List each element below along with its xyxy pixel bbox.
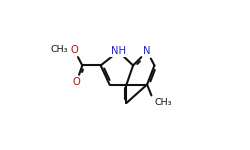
Text: N: N (143, 46, 151, 56)
Text: O: O (72, 77, 80, 87)
Text: O: O (70, 45, 78, 55)
Text: CH₃: CH₃ (51, 45, 68, 54)
Text: NH: NH (111, 46, 126, 56)
Text: CH₃: CH₃ (154, 98, 172, 107)
